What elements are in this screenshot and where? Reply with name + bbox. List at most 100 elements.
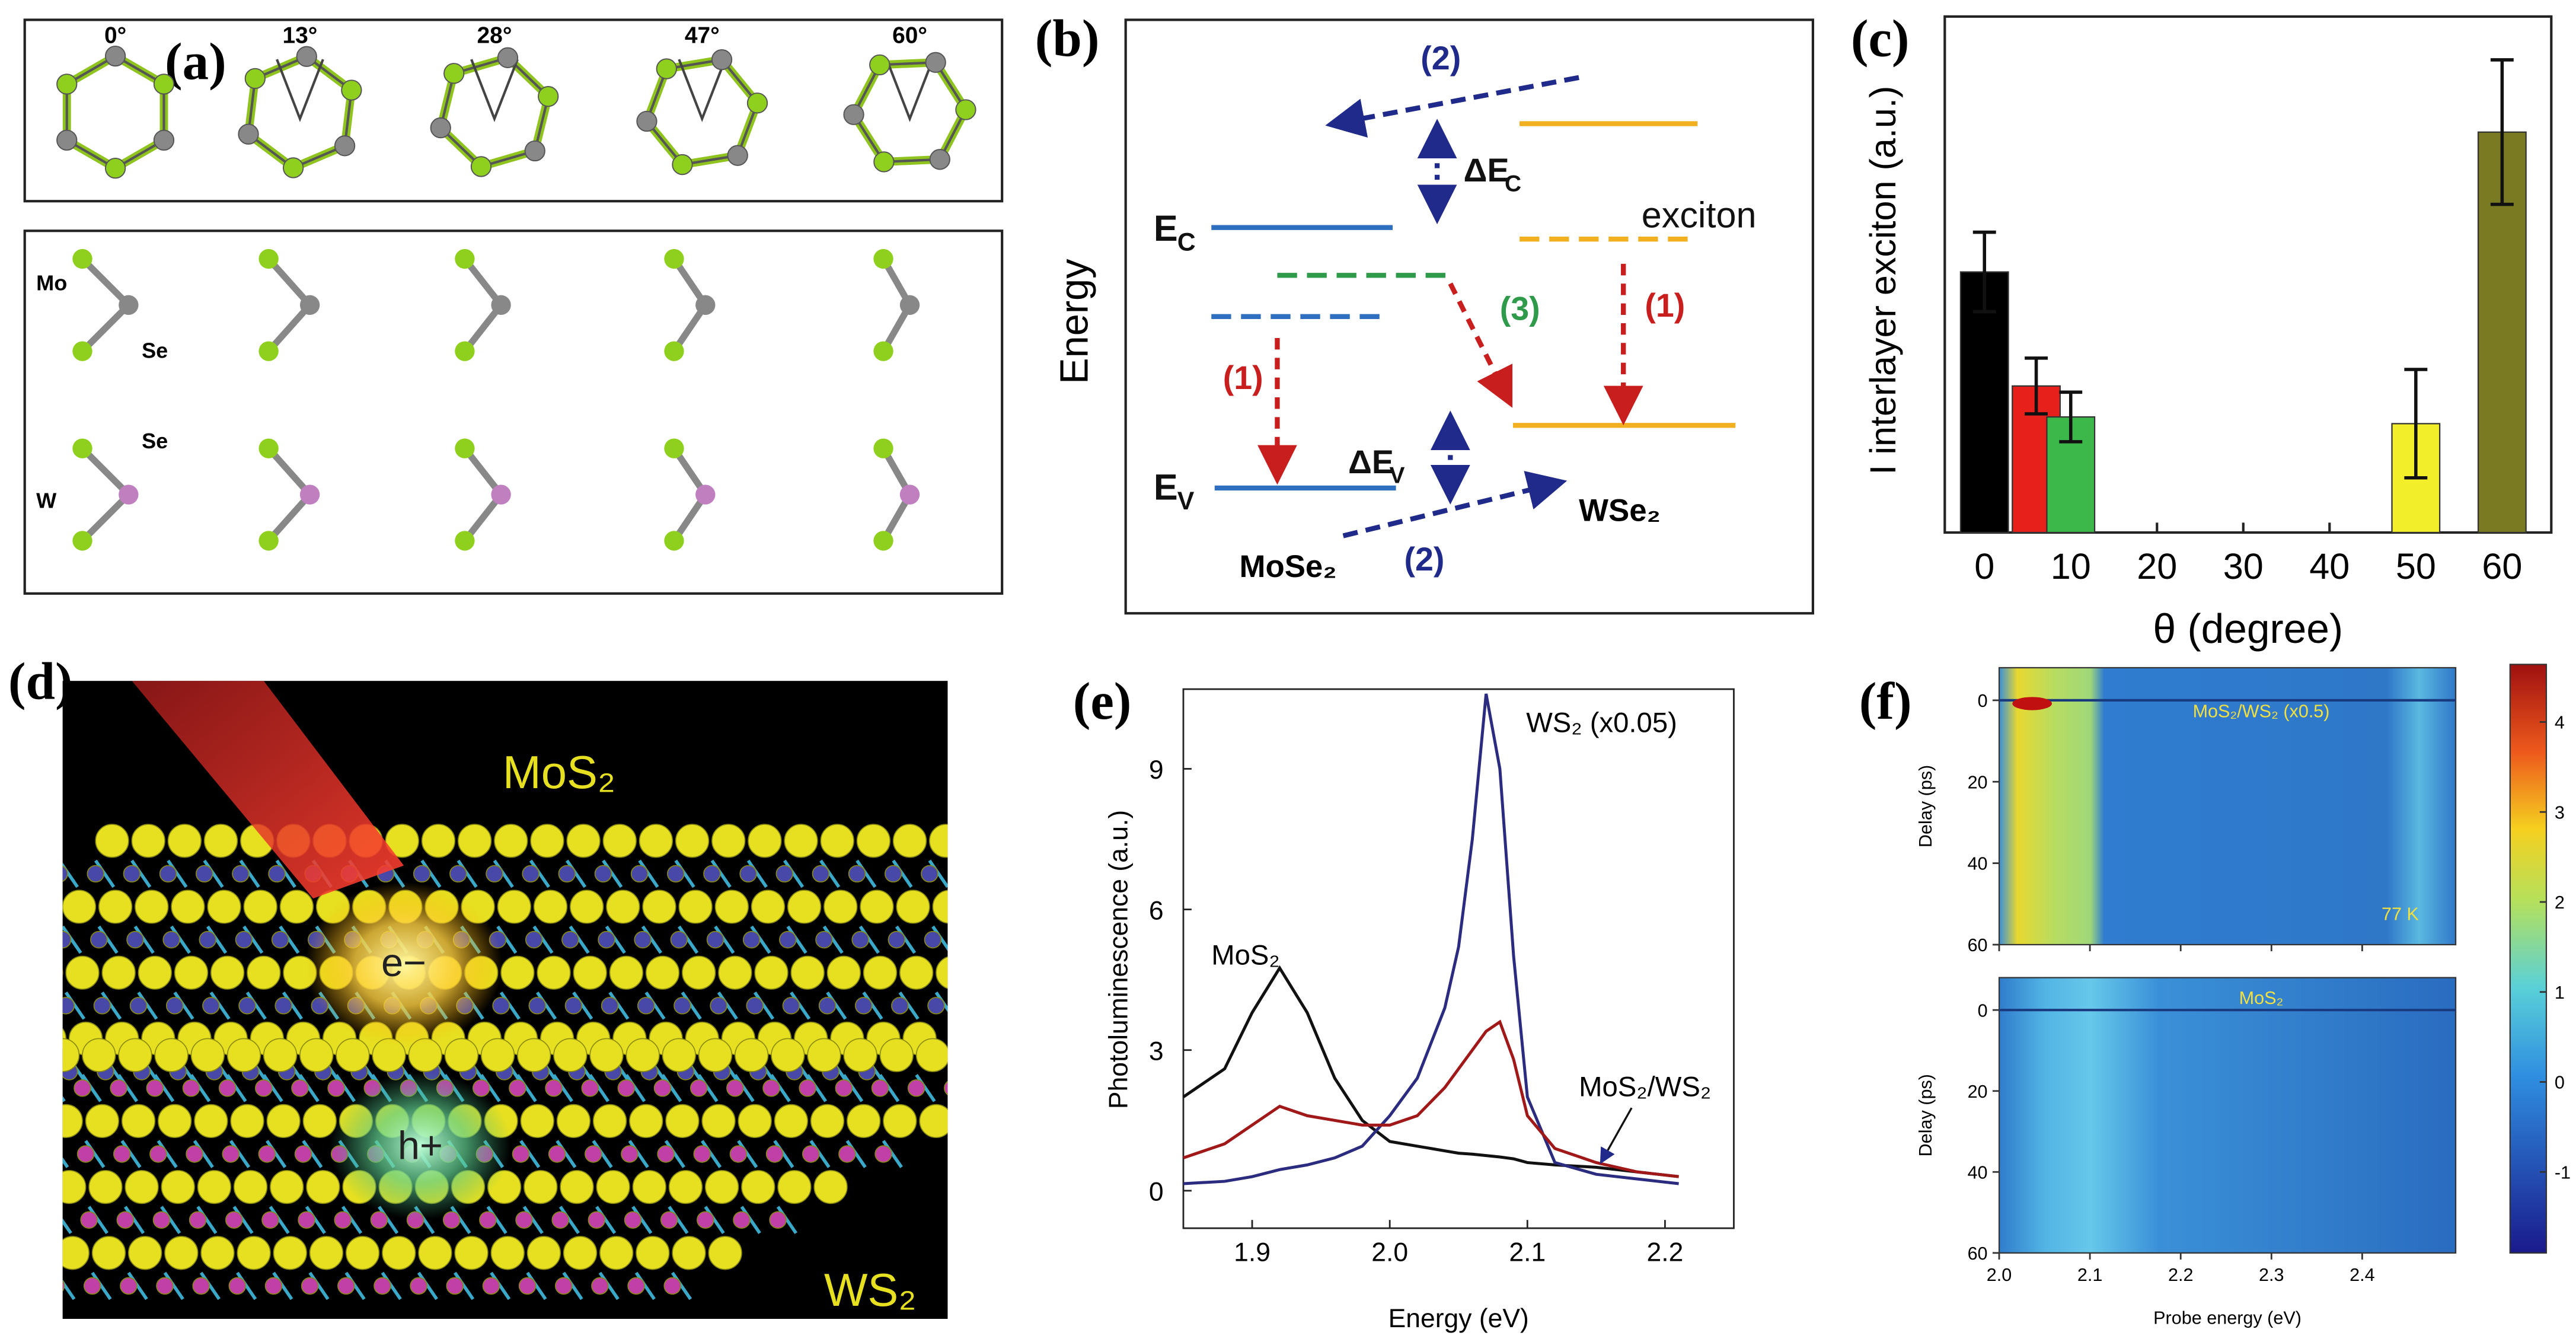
bond (84, 1140, 106, 1168)
atom (929, 149, 950, 170)
atom (807, 1038, 841, 1072)
material-label: MoSe₂ (1239, 549, 1336, 584)
band-diagram: ECEVΔECΔEVexciton(2)(2)(1)(1)(3)MoSe₂WSe… (1154, 40, 1757, 584)
atom (83, 1277, 101, 1295)
hole-glow (329, 1072, 511, 1220)
atom (787, 890, 822, 924)
atom (706, 930, 724, 949)
atom (596, 1169, 630, 1204)
band-label: E (1154, 467, 1178, 507)
atom (856, 824, 890, 858)
bond (242, 925, 264, 954)
atom (981, 1080, 997, 1096)
bond (341, 1206, 363, 1235)
atom (953, 1038, 986, 1072)
bond (969, 926, 988, 952)
bond (298, 1074, 320, 1102)
hexagon (62, 51, 168, 173)
atom (413, 865, 431, 883)
atom (570, 890, 604, 924)
atom (538, 86, 559, 107)
atom (218, 1079, 237, 1097)
atom (1183, 824, 1217, 858)
bond (845, 1140, 867, 1168)
atom (762, 1079, 780, 1097)
atom (72, 438, 92, 458)
atom (517, 1038, 551, 1072)
atom (0, 1063, 5, 1080)
bond (62, 1279, 76, 1300)
bond (678, 59, 727, 122)
y-axis-label: I interlayer exciton (a.u.) (1863, 86, 1903, 475)
atom (491, 295, 511, 315)
atom (746, 93, 768, 114)
x-tick-label: 30 (2223, 546, 2264, 586)
atom (556, 1104, 591, 1139)
bond (1075, 860, 1093, 887)
atom (258, 438, 279, 458)
atom (899, 484, 920, 505)
atom (589, 1038, 624, 1072)
atom (62, 865, 68, 882)
x-axis-label: Probe energy (eV) (2153, 1308, 2302, 1328)
x-tick-label: 40 (2309, 546, 2350, 586)
atom (936, 956, 948, 989)
atom (879, 1038, 914, 1072)
atom (932, 890, 948, 924)
atom (718, 955, 752, 990)
bond (710, 859, 732, 888)
carrier-label: e− (381, 941, 426, 985)
lattice (0, 681, 1217, 1300)
bond (631, 1206, 653, 1235)
atom (653, 1079, 672, 1097)
atom (1002, 824, 1035, 858)
bond (226, 1074, 247, 1102)
error-bar (2490, 58, 2514, 206)
bond (236, 1271, 257, 1300)
y-axis-label: Photoluminescence (a.u.) (1104, 810, 1133, 1109)
bond (753, 992, 775, 1020)
band-label: (1) (1645, 287, 1685, 324)
atom (271, 930, 289, 949)
angle-label: 47° (685, 23, 720, 48)
bond (882, 1140, 903, 1168)
atom (113, 1145, 131, 1163)
bond (170, 925, 191, 954)
series-line (1183, 693, 1679, 1185)
atom (164, 1236, 199, 1270)
bond (0, 993, 11, 1019)
atom (695, 484, 716, 505)
atom (38, 1080, 55, 1096)
atom (20, 1236, 53, 1270)
bond (62, 925, 82, 954)
atom (520, 1104, 554, 1139)
atom (0, 1236, 17, 1270)
atom (161, 1169, 195, 1204)
atom (1033, 932, 1050, 948)
atom (636, 110, 657, 132)
atom (899, 955, 934, 990)
bond (97, 925, 119, 954)
atom (642, 890, 676, 924)
atom (195, 865, 213, 883)
atom (665, 1104, 700, 1139)
atom (522, 865, 540, 883)
atom (1139, 866, 1155, 882)
bond (598, 1271, 620, 1300)
hexagon (849, 58, 971, 167)
bond (334, 1074, 356, 1102)
series-label: MoS₂ (1211, 939, 1280, 971)
atom (1025, 1038, 1058, 1072)
atom (663, 1277, 681, 1295)
atom (301, 1277, 319, 1295)
atom (238, 997, 256, 1015)
structures: 0° 13° 28° 47° 60° Mo Se Se W (36, 23, 976, 551)
atom (65, 955, 100, 990)
bond (522, 1206, 544, 1235)
atom (56, 74, 78, 95)
bond (305, 1206, 326, 1235)
bond (892, 859, 913, 888)
bond (628, 1140, 649, 1168)
atom (599, 1236, 634, 1270)
atom (548, 1145, 566, 1163)
